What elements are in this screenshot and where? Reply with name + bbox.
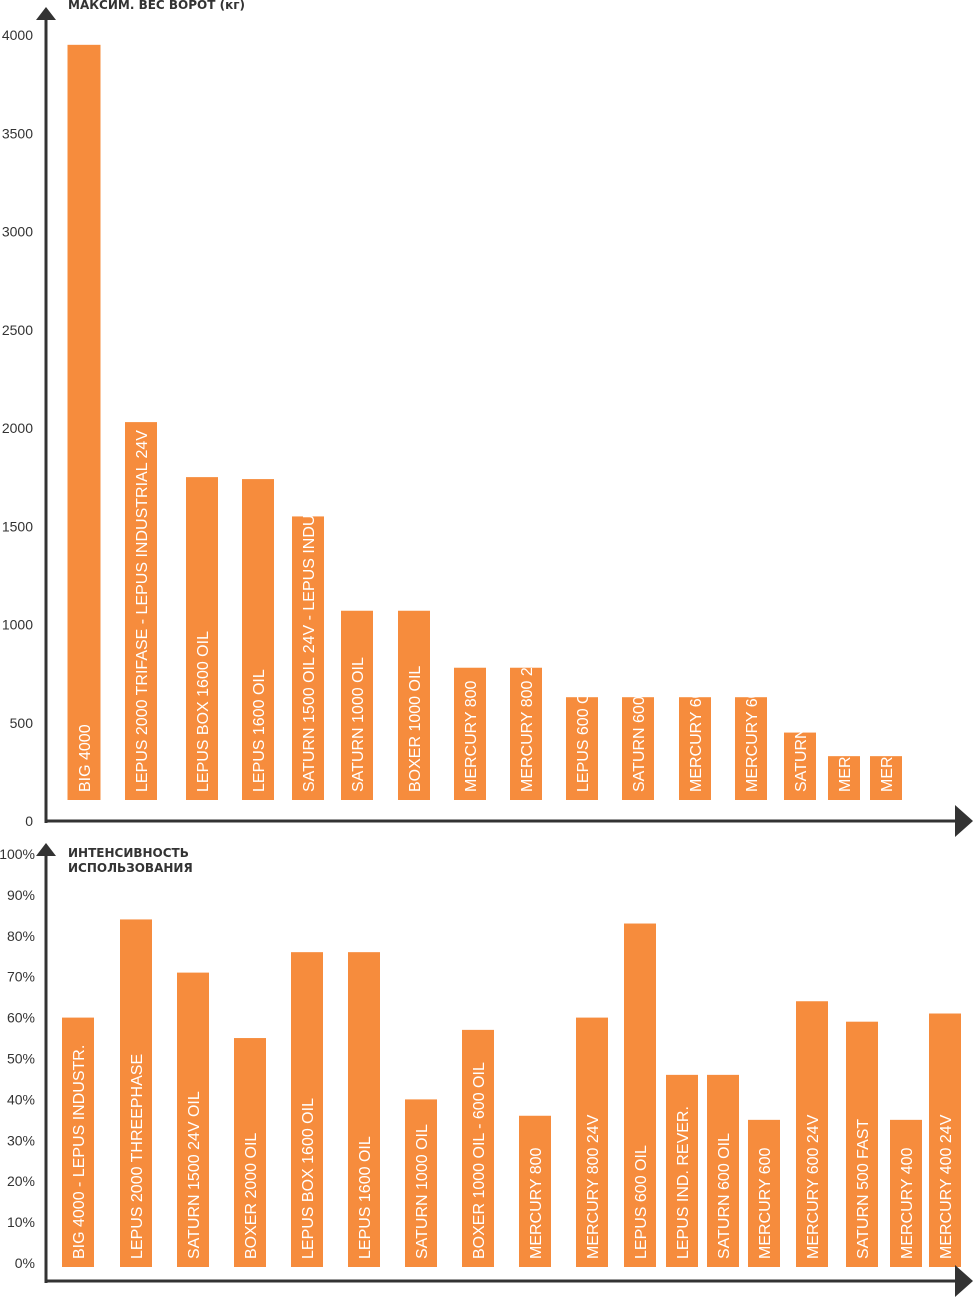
y-tick-label: 90% [7,887,35,903]
bar-label: LEPUS 1600 OIL [251,669,268,792]
bar-label: BIG 4000 - LEPUS INDUSTR. [71,1045,88,1259]
bar-label: LEPUS BOX 1600 OIL [300,1098,317,1259]
bar-label: LEPUS BOX 1600 OIL [195,631,212,792]
bar [234,1038,266,1267]
y-tick-label: 80% [7,928,35,944]
bar-label: BIG 4000 [77,724,94,792]
y-tick-label: 30% [7,1132,35,1148]
chart-usage-intensity: 100% 90% 80% 70% 60% 50% 40% 30% 20% 10% 0% BIG 40… [0,843,973,1297]
bar-label: MERCURY 800 [528,1147,545,1259]
bar [796,1001,828,1267]
y-tick-label: 1500 [2,518,33,534]
bar-label: MERCURY 400 24V [879,647,896,792]
bar [624,923,656,1267]
y-tick-label: 40% [7,1091,35,1107]
bar [186,477,218,800]
y-tick-label: 0 [25,813,33,829]
bar [735,697,767,800]
bar [519,1115,551,1267]
bar-label: LEPUS 2000 TRIFASE - LEPUS INDUSTRIAL 24… [134,430,151,792]
bar [398,610,430,800]
bar [125,422,157,800]
y-axis-arrow-icon [36,7,56,20]
bar-label: SATURN 600 OIL - BOXER 600 [631,565,648,792]
bar [890,1119,922,1267]
y-tick-label: 2500 [2,322,33,338]
y-tick-label: 60% [7,1010,35,1026]
bar [748,1119,780,1267]
bar [62,1017,94,1267]
bar-label: MERCURY 400 [899,1147,916,1259]
bar-label: SATURN 500 FAST [855,1119,872,1259]
bar [454,667,486,800]
bar [242,479,274,800]
x-axis-arrow-icon [955,805,973,837]
bar-label: MERCURY 400 24V [938,1114,955,1259]
y-tick-label: 20% [7,1173,35,1189]
bar [666,1074,698,1267]
x-axis-arrow-icon [955,1265,973,1297]
bar-label: MERCURY 800 [463,680,480,792]
bar [828,756,860,800]
bar-label: BOXER 1000 OIL [407,666,424,792]
y-tick-label: 3500 [2,125,33,141]
bar [679,697,711,800]
y-axis-title: МАКСИМ. ВЕС ВОРОТ (кг) [68,0,245,12]
bar [870,756,902,800]
bar [67,44,101,800]
bar-label: SATURN 1000 OIL [414,1124,431,1259]
y-tick-label: 500 [10,715,34,731]
bar-label: BOXER 2000 OIL [243,1133,260,1259]
bar-label: MERCURY 400 [837,680,854,792]
bar-label: LEPUS IND. REVER. [675,1106,692,1259]
bar-label: LEPUS 1600 OIL [357,1136,374,1259]
bar-label: SATURN 1500 24V OIL [186,1091,203,1259]
bar-label: LEPUS 2000 THREEPHASE [129,1054,146,1259]
bar-label: MERCURY 600 [757,1147,774,1259]
y-tick-label: 3000 [2,224,33,240]
bar [846,1021,878,1267]
bar-label: MERCURY 600 24V [805,1114,822,1259]
bar-label: SATURN 500 FAST [793,652,810,792]
bar-label: LEPUS 600 OIL [633,1145,650,1259]
y-axis-title-line-2: ИСПОЛЬЗОВАНИЯ [68,861,193,875]
y-tick-label: 50% [7,1051,35,1067]
bar-label: MERCURY 600 24V [744,647,761,792]
y-tick-label: 4000 [2,27,33,43]
bar [510,667,542,800]
bar-label: BOXER 1000 OIL - 600 OIL [471,1062,488,1259]
bar [341,610,373,800]
bar [622,697,654,800]
bar [929,1013,961,1267]
y-tick-label: 70% [7,969,35,985]
y-tick-label: 0% [15,1255,35,1271]
bar-label: SATURN 1500 OIL 24V - LEPUS INDUSTR. REV… [301,438,318,792]
bar [120,919,152,1267]
bar [707,1074,739,1267]
y-tick-label: 100% [0,846,35,862]
bar [576,1017,608,1267]
bar [177,972,209,1267]
y-tick-label: 2000 [2,420,33,436]
bar [405,1099,437,1267]
y-tick-label: 1000 [2,617,33,633]
bar [566,697,598,800]
bar [784,732,816,800]
bar-label: LEPUS 600 OIL [575,678,592,792]
bar-label: MERCURY 800 24V [585,1114,602,1259]
chart-max-gate-weight: 4000 3500 3000 2500 2000 1500 1000 500 0 BIG 400… [2,0,973,837]
bar [291,952,323,1267]
bar [292,516,324,800]
y-axis-arrow-icon [36,843,56,856]
bar [348,952,380,1267]
bar-label: MERCURY 600 [688,680,705,792]
y-axis-title-line-1: ИНТЕНСИВНОСТЬ [68,846,189,860]
bar-label: SATURN 1000 OIL [350,657,367,792]
bar-label: MERCURY 800 24V [519,647,536,792]
y-tick-label: 10% [7,1214,35,1230]
bar-label: SATURN 600 OIL [716,1133,733,1259]
bar [462,1029,494,1267]
